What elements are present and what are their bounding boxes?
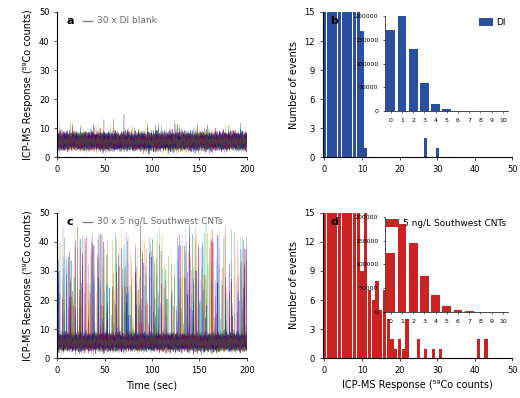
Bar	[334, 12, 337, 158]
Bar	[372, 300, 375, 358]
Bar	[338, 12, 341, 158]
Bar	[345, 213, 348, 358]
Text: a: a	[67, 16, 74, 26]
Bar	[417, 339, 420, 358]
Bar	[342, 213, 345, 358]
Bar	[360, 271, 363, 358]
Bar	[327, 213, 330, 358]
Y-axis label: Number of events: Number of events	[289, 242, 299, 330]
Bar	[338, 213, 341, 358]
Legend: DI: DI	[477, 16, 508, 29]
Bar	[349, 213, 353, 358]
Bar	[323, 12, 326, 158]
Bar	[353, 213, 356, 358]
Bar	[330, 213, 334, 358]
Bar	[357, 12, 360, 158]
Bar	[330, 12, 334, 158]
Legend: 5 ng/L Southwest CNTs: 5 ng/L Southwest CNTs	[384, 217, 508, 230]
Bar	[432, 349, 435, 358]
Bar	[391, 339, 394, 358]
Bar	[368, 290, 371, 358]
Bar	[334, 213, 337, 358]
Bar	[477, 339, 480, 358]
Bar	[387, 320, 390, 358]
Bar	[353, 12, 356, 158]
Bar	[345, 12, 348, 158]
Bar	[375, 281, 379, 358]
Bar	[323, 213, 326, 358]
Bar	[360, 31, 363, 158]
Bar	[484, 339, 488, 358]
Y-axis label: ICP-MS Response (⁵⁹Co counts): ICP-MS Response (⁵⁹Co counts)	[23, 9, 33, 160]
Text: 30 x DI blank: 30 x DI blank	[97, 16, 157, 25]
Text: b: b	[330, 16, 338, 26]
Bar	[424, 138, 427, 158]
Bar	[364, 148, 368, 158]
Bar	[402, 349, 405, 358]
Bar	[439, 349, 443, 358]
Bar	[364, 213, 368, 358]
Bar	[383, 290, 386, 358]
Text: d: d	[330, 217, 338, 227]
Y-axis label: ICP-MS Response (⁵⁹Co counts): ICP-MS Response (⁵⁹Co counts)	[23, 210, 33, 361]
X-axis label: Time (sec): Time (sec)	[126, 380, 177, 390]
Bar	[436, 148, 439, 158]
Bar	[394, 349, 397, 358]
Bar	[406, 320, 409, 358]
Y-axis label: Number of events: Number of events	[289, 41, 299, 129]
Text: c: c	[67, 217, 73, 227]
Bar	[357, 213, 360, 358]
Bar	[327, 12, 330, 158]
Bar	[379, 310, 382, 358]
Text: 30 x 5 ng/L Southwest CNTs: 30 x 5 ng/L Southwest CNTs	[97, 217, 223, 226]
Bar	[424, 349, 427, 358]
Bar	[342, 12, 345, 158]
Bar	[398, 339, 401, 358]
Bar	[349, 12, 353, 158]
X-axis label: ICP-MS Response (⁵⁹Co counts): ICP-MS Response (⁵⁹Co counts)	[342, 380, 493, 390]
